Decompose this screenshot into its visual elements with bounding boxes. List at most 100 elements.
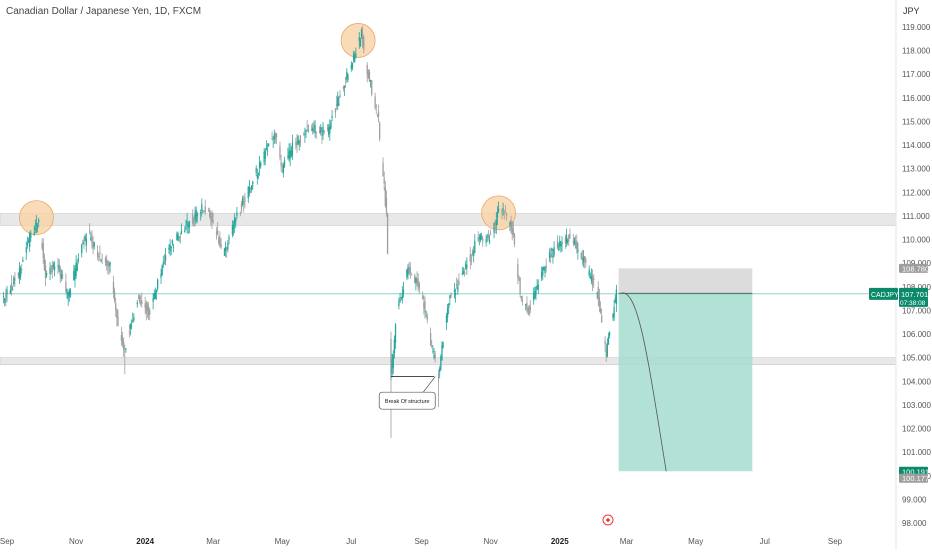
candle-body — [457, 286, 459, 291]
candle-body — [125, 348, 127, 350]
x-tick-label: Nov — [484, 537, 498, 546]
candle-body — [247, 186, 249, 199]
candle-body — [129, 324, 132, 329]
candle-body — [33, 232, 35, 236]
candle-body — [374, 96, 376, 108]
candle-body — [187, 225, 189, 227]
candle-body — [614, 298, 616, 303]
candle-body — [68, 289, 70, 296]
candle-body — [367, 69, 369, 79]
candle-body — [263, 151, 265, 163]
candle-body — [201, 204, 203, 211]
candle-body — [598, 297, 601, 307]
candle-body — [493, 222, 495, 233]
candle-body — [440, 356, 442, 370]
candle-body — [505, 212, 508, 217]
candle-body — [272, 139, 274, 141]
candle-body — [517, 264, 519, 278]
candle-body — [100, 259, 102, 262]
candle-body — [501, 209, 503, 214]
candle-body — [177, 233, 179, 241]
candle-body — [329, 125, 331, 133]
candle-body — [275, 133, 278, 138]
candle-body — [91, 234, 93, 244]
candle-body — [227, 243, 229, 250]
candle-body — [510, 220, 512, 229]
candle-body — [502, 208, 504, 210]
candle-body — [390, 339, 392, 380]
candle-body — [34, 227, 36, 231]
candle-body — [439, 368, 441, 373]
candle-body — [107, 261, 109, 266]
candle-body — [540, 272, 543, 278]
candle-body — [156, 279, 159, 289]
candle-body — [426, 315, 428, 320]
candle-body — [210, 216, 212, 222]
candle-body — [607, 336, 610, 345]
candle-body — [525, 304, 527, 306]
candle-body — [315, 132, 317, 133]
candle-body — [14, 278, 16, 281]
candle-body — [12, 288, 14, 290]
candle-body — [241, 198, 244, 205]
candle-body — [235, 219, 237, 222]
candle-body — [4, 298, 6, 303]
candle-body — [84, 236, 86, 242]
candle-body — [559, 240, 561, 247]
candle-body — [81, 243, 83, 254]
candle-body — [591, 275, 594, 286]
candle-body — [497, 208, 500, 212]
candle-body — [45, 273, 48, 276]
candle-body — [136, 302, 138, 305]
candle-body — [433, 354, 435, 358]
candle-body — [520, 296, 522, 299]
candle-body — [318, 130, 321, 133]
y-tick-label: 112.000 — [902, 188, 931, 197]
candle-body — [518, 277, 520, 280]
candle-body — [582, 257, 585, 263]
candle-body — [469, 254, 471, 262]
candle-body — [207, 210, 210, 212]
candle-body — [568, 235, 570, 241]
target2-price-label: 100.177 — [902, 474, 929, 483]
candle-body — [576, 240, 578, 249]
y-tick-label: 110.000 — [902, 236, 931, 245]
candle-body — [331, 115, 333, 119]
candle-body — [153, 293, 155, 299]
current-price-label: 107.701 — [901, 290, 928, 299]
candle-body — [423, 302, 425, 309]
candle-body — [529, 307, 531, 310]
candle-body — [90, 238, 92, 240]
candle-body — [258, 162, 261, 169]
candle-body — [429, 333, 432, 346]
candle-body — [601, 315, 603, 323]
candle-body — [305, 130, 307, 133]
y-tick-label: 99.000 — [902, 495, 927, 504]
candle-body — [19, 268, 22, 278]
candle-body — [43, 257, 46, 271]
candle-body — [99, 252, 101, 254]
candle-body — [203, 211, 205, 213]
candle-body — [123, 341, 125, 350]
candle-body — [10, 283, 13, 290]
candle-body — [137, 298, 140, 299]
candle-body — [296, 140, 298, 147]
candle-body — [58, 264, 60, 269]
candle-body — [288, 151, 290, 160]
candle-body — [132, 320, 134, 322]
candle-body — [179, 236, 181, 238]
candle-body — [193, 219, 195, 220]
candle-body — [279, 146, 281, 158]
x-tick-label: Mar — [206, 537, 220, 546]
y-tick-label: 101.000 — [902, 448, 931, 457]
candle-body — [422, 296, 424, 300]
candle-body — [574, 241, 577, 249]
candle-body — [458, 281, 460, 285]
projection-curve — [620, 292, 667, 472]
candle-body — [220, 244, 222, 248]
candle-body — [120, 334, 123, 342]
zones-layer — [0, 213, 897, 366]
candle-body — [287, 155, 289, 158]
